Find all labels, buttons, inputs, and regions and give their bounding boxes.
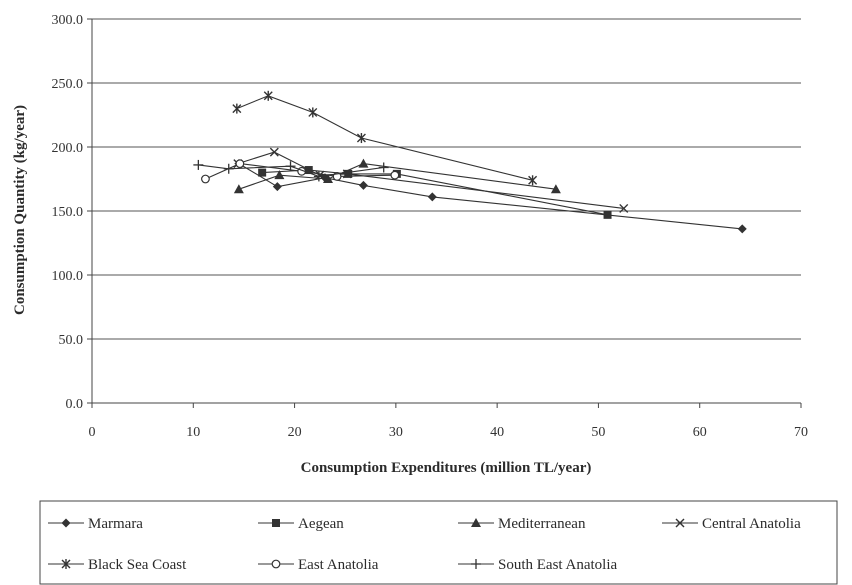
data-point	[313, 171, 324, 182]
legend-entry-mediterranean: Mediterranean	[458, 516, 586, 532]
data-point	[619, 203, 629, 213]
legend-label: Black Sea Coast	[88, 557, 187, 573]
legend-label: South East Anatolia	[498, 557, 618, 573]
legend-marker	[471, 518, 481, 527]
legend: Marmara Aegean Mediterranean Central Anatol…	[48, 516, 801, 573]
data-point	[223, 163, 234, 174]
data-point	[269, 147, 279, 157]
data-point	[737, 224, 747, 234]
series-south-east-anatolia	[193, 159, 389, 182]
y-tick-label: 150.0	[52, 205, 84, 220]
x-tick-label: 40	[490, 425, 504, 440]
data-point	[528, 175, 538, 186]
data-point	[378, 162, 389, 173]
legend-entry-central-anatolia: Central Anatolia	[662, 516, 801, 532]
data-point	[315, 170, 325, 180]
x-tick-label: 10	[186, 425, 200, 440]
data-point	[390, 170, 400, 180]
x-axis-title: Consumption Expenditures (million TL/yea…	[301, 460, 592, 476]
data-point	[201, 174, 210, 184]
data-point	[322, 174, 333, 183]
legend-label: Mediterranean	[498, 516, 586, 532]
data-point	[232, 103, 242, 114]
data-point	[272, 182, 282, 192]
legend-entry-marmara: Marmara	[48, 516, 143, 532]
series-mediterranean	[233, 158, 561, 194]
data-point	[233, 184, 244, 194]
data-point	[603, 210, 612, 219]
legend-marker	[272, 519, 280, 527]
legend-marker	[271, 559, 281, 569]
series-east-anatolia	[201, 159, 400, 184]
legend-entry-south-east-anatolia: South East Anatolia	[458, 557, 618, 573]
data-point	[358, 158, 369, 168]
data-point	[193, 159, 204, 170]
y-axis-title: Consumption Quantity (kg/year)	[12, 105, 28, 315]
data-point	[356, 133, 366, 144]
data-point	[308, 107, 318, 118]
x-tick-label: 60	[693, 425, 707, 440]
x-ticks: 0 10 20 30 40 50 60 70	[89, 403, 808, 440]
legend-label: Marmara	[88, 516, 143, 532]
legend-entry-aegean: Aegean	[258, 516, 344, 532]
y-tick-label: 250.0	[52, 77, 84, 92]
series-line-marmara	[238, 163, 743, 230]
data-point	[263, 90, 273, 101]
legend-entry-east-anatolia: East Anatolia	[258, 557, 379, 573]
data-point	[258, 168, 267, 177]
legend-label: Central Anatolia	[702, 516, 801, 532]
series-black-sea-coast	[232, 90, 538, 186]
y-tick-label: 0.0	[66, 397, 84, 412]
legend-marker	[471, 559, 481, 569]
data-point	[274, 170, 285, 180]
y-tick-label: 50.0	[59, 333, 84, 348]
x-tick-label: 30	[389, 425, 403, 440]
data-point	[285, 161, 296, 172]
legend-marker	[61, 518, 71, 528]
data-point	[358, 180, 368, 190]
data-point	[550, 184, 561, 194]
data-point	[427, 192, 437, 202]
y-tick-label: 300.0	[52, 13, 84, 28]
legend-label: East Anatolia	[298, 557, 379, 573]
legend-label: Aegean	[298, 516, 344, 532]
x-tick-label: 50	[591, 425, 605, 440]
legend-entry-black-sea-coast: Black Sea Coast	[48, 557, 187, 573]
legend-box	[39, 500, 838, 585]
x-tick-label: 0	[89, 425, 96, 440]
x-tick-label: 70	[794, 425, 808, 440]
y-tick-label: 200.0	[52, 141, 84, 156]
gridlines	[92, 18, 801, 340]
series-layer	[193, 90, 747, 234]
y-tick-label: 100.0	[52, 269, 84, 284]
legend-marker	[61, 559, 71, 569]
data-point	[235, 159, 245, 169]
legend-marker	[675, 518, 685, 528]
y-ticks: 0.0 50.0 100.0 150.0 200.0 250.0 300.0	[52, 13, 92, 412]
x-tick-label: 20	[288, 425, 302, 440]
